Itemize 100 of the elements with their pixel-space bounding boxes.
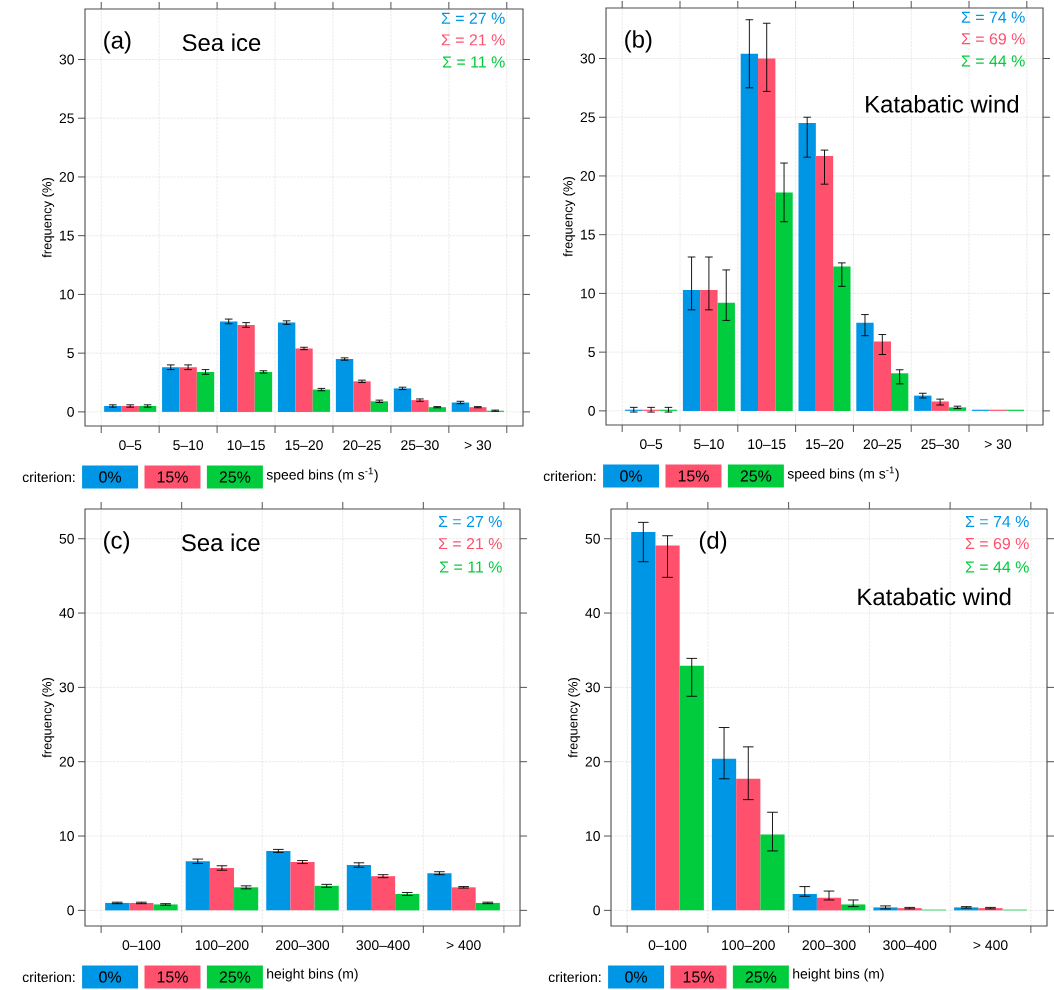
- x-tick-label: 15–20: [806, 439, 844, 450]
- annotation: (d): [699, 531, 727, 554]
- x-tick-label: 0–100: [122, 940, 161, 951]
- text: 25%: [219, 971, 251, 983]
- y-tick-label: 25: [59, 113, 74, 124]
- text: 15%: [678, 470, 709, 482]
- bar: [393, 388, 412, 412]
- bar: [740, 53, 759, 411]
- y-tick-label: 30: [59, 54, 74, 65]
- bar: [314, 885, 339, 911]
- y-tick-label: 25: [580, 112, 595, 123]
- x-tick-label: 200–300: [276, 940, 330, 951]
- bar: [353, 381, 371, 412]
- text: 25%: [740, 470, 772, 482]
- bar: [856, 322, 874, 411]
- bar: [873, 341, 891, 411]
- y-tick-label: 10: [586, 831, 600, 841]
- annotation: (b): [625, 30, 652, 53]
- y-axis-title: frequency (%): [563, 176, 576, 257]
- annotation: Σ = 27 %: [438, 515, 502, 528]
- text: 0%: [620, 470, 643, 482]
- text: 15%: [683, 971, 714, 983]
- annotation: Sea ice: [182, 33, 261, 52]
- y-tick-label: 50: [585, 533, 600, 544]
- bar: [121, 406, 139, 412]
- x-tick-label: 0–5: [119, 440, 142, 451]
- annotation: Σ = 44 %: [965, 561, 1029, 573]
- bar: [760, 834, 785, 911]
- bar: [162, 367, 180, 412]
- text: 15%: [157, 971, 188, 983]
- x-tick-label: 5–10: [173, 440, 204, 451]
- bar: [153, 904, 178, 911]
- bar: [196, 371, 215, 412]
- bar: [792, 894, 817, 911]
- y-tick-label: 50: [59, 533, 74, 544]
- x-tick-label: 0–5: [640, 439, 663, 450]
- x-tick-label: > 400: [446, 940, 481, 951]
- bar: [428, 407, 446, 412]
- x-tick-label: 5–10: [693, 439, 724, 450]
- annotation: Σ = 44 %: [961, 55, 1025, 67]
- bar: [775, 192, 793, 411]
- annotation: (a): [104, 31, 131, 54]
- y-tick-label: 0: [67, 905, 74, 916]
- bar: [290, 862, 315, 911]
- bar: [682, 289, 701, 411]
- annotation: Σ = 69 %: [961, 33, 1025, 45]
- annotation: Katabatic wind: [858, 587, 1011, 606]
- x-tick-label: 200–300: [802, 940, 856, 951]
- y-tick-label: 0: [593, 905, 600, 916]
- y-tick-label: 10: [60, 831, 74, 841]
- y-tick-label: 15: [60, 230, 74, 241]
- x-tick-label: 300–400: [883, 940, 937, 951]
- x-tick-label: 100–200: [195, 940, 249, 951]
- x-tick-label: > 30: [984, 439, 1012, 450]
- bar: [277, 322, 296, 412]
- x-tick-label: 10–15: [748, 439, 786, 450]
- bar: [346, 865, 371, 911]
- bar: [679, 665, 704, 911]
- bar: [655, 545, 680, 911]
- bar: [700, 289, 718, 411]
- y-tick-label: 20: [59, 756, 74, 767]
- x-tick-label: 20–25: [343, 440, 381, 451]
- y-tick-label: 40: [59, 608, 74, 618]
- bar: [295, 348, 313, 412]
- bar: [395, 894, 420, 911]
- bar: [736, 778, 761, 911]
- y-tick-label: 20: [59, 172, 74, 182]
- x-axis-title: height bins (m): [267, 968, 358, 982]
- y-tick-label: 30: [580, 53, 595, 64]
- annotation: Σ = 21 %: [438, 537, 502, 550]
- bar: [833, 266, 851, 411]
- y-axis-title: frequency (%): [568, 678, 581, 758]
- bar: [451, 887, 476, 911]
- text: 0%: [99, 971, 122, 983]
- text: 15%: [157, 471, 188, 483]
- legend-title: criterion:: [22, 971, 75, 983]
- x-tick-label: > 400: [973, 940, 1008, 951]
- legend-title: criterion:: [548, 971, 601, 983]
- bar: [104, 406, 122, 412]
- y-tick-label: 10: [581, 288, 595, 299]
- x-axis-title: speed bins (m s$^{-1}$): [266, 467, 378, 483]
- y-tick-label: 0: [67, 406, 74, 417]
- bar: [209, 868, 235, 911]
- bar: [914, 395, 932, 411]
- y-tick-label: 40: [585, 608, 600, 618]
- bar: [335, 359, 354, 412]
- bar: [798, 123, 816, 411]
- bar: [758, 58, 776, 411]
- bar: [370, 401, 389, 412]
- annotation: Σ = 11 %: [440, 561, 502, 573]
- annotation: (c): [104, 531, 129, 554]
- annotation: Σ = 74 %: [961, 11, 1025, 23]
- bar: [312, 389, 331, 412]
- annotation: Σ = 11 %: [442, 56, 505, 68]
- y-tick-label: 20: [580, 171, 595, 181]
- bar: [370, 876, 396, 911]
- bar: [890, 373, 909, 411]
- annotation: Σ = 69 %: [965, 537, 1029, 550]
- annotation: Σ = 21 %: [441, 34, 505, 46]
- text: 25%: [745, 971, 777, 983]
